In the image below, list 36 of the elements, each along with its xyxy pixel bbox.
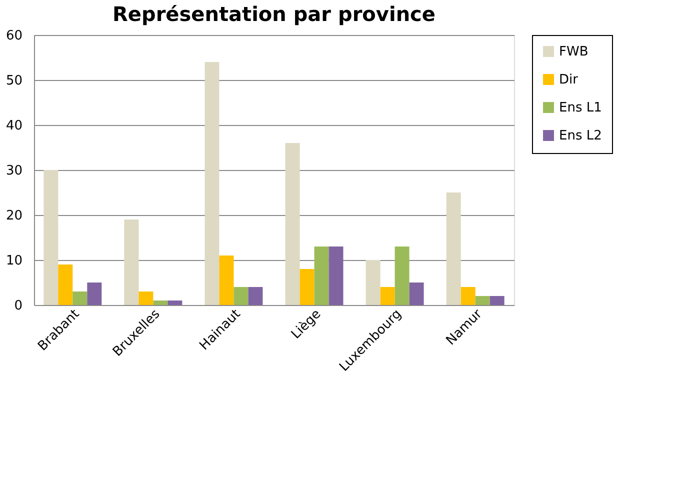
bar: [87, 282, 102, 305]
y-tick-label: 0: [14, 298, 22, 314]
bar: [204, 62, 220, 305]
y-tick-label: 40: [6, 118, 22, 134]
bar: [380, 287, 395, 305]
y-tick-label: 30: [6, 164, 22, 178]
y-tick-label: 60: [6, 28, 22, 44]
bar: [314, 246, 329, 305]
y-tick-label: 50: [6, 74, 22, 88]
y-tick-label: 10: [6, 254, 22, 268]
bar: [138, 292, 154, 305]
bar: [285, 143, 300, 305]
bar: [460, 287, 476, 305]
bar: [300, 269, 314, 305]
bar: [58, 264, 73, 305]
legend-label: FWB: [559, 44, 588, 60]
bar: [366, 260, 380, 305]
bar: [248, 287, 263, 305]
bar: [490, 296, 504, 305]
bar: [328, 246, 344, 305]
legend-label: Ens L1: [559, 100, 602, 116]
bar: [44, 170, 58, 305]
bar: [219, 256, 234, 305]
bar: [409, 282, 424, 305]
bar: [153, 300, 168, 305]
bar: [394, 246, 410, 305]
bar: [446, 192, 461, 305]
bar: [124, 220, 139, 305]
bar: [168, 300, 182, 305]
bar: [72, 292, 88, 305]
legend-label: Dir: [559, 72, 579, 88]
bar: [475, 296, 490, 305]
legend-label: Ens L2: [559, 128, 602, 144]
y-tick-label: 20: [6, 208, 22, 224]
bar: [234, 287, 248, 305]
chart-title: Représentation par province: [112, 2, 436, 26]
